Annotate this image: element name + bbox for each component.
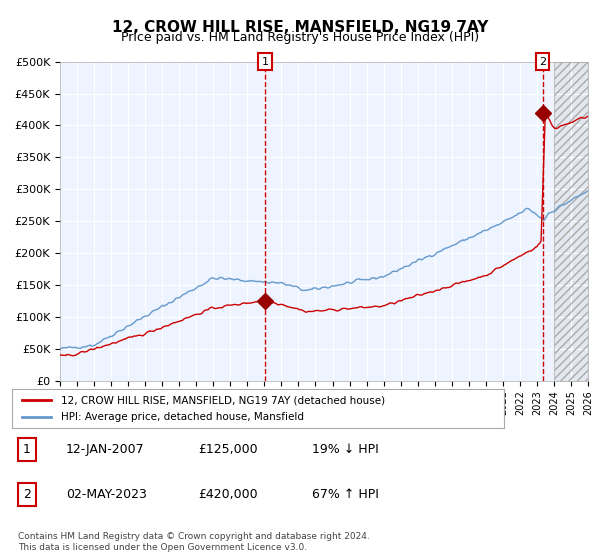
Text: 2: 2 <box>539 57 546 67</box>
Text: £420,000: £420,000 <box>198 488 257 501</box>
Text: 67% ↑ HPI: 67% ↑ HPI <box>312 488 379 501</box>
Text: 02-MAY-2023: 02-MAY-2023 <box>66 488 147 501</box>
Text: Price paid vs. HM Land Registry's House Price Index (HPI): Price paid vs. HM Land Registry's House … <box>121 31 479 44</box>
Text: 2: 2 <box>23 488 31 501</box>
Text: £125,000: £125,000 <box>198 443 257 456</box>
Text: Contains HM Land Registry data © Crown copyright and database right 2024.
This d: Contains HM Land Registry data © Crown c… <box>18 532 370 552</box>
Text: 12, CROW HILL RISE, MANSFIELD, NG19 7AY (detached house): 12, CROW HILL RISE, MANSFIELD, NG19 7AY … <box>61 395 385 405</box>
Text: 19% ↓ HPI: 19% ↓ HPI <box>312 443 379 456</box>
Text: 12-JAN-2007: 12-JAN-2007 <box>66 443 145 456</box>
Text: 1: 1 <box>262 57 269 67</box>
Text: HPI: Average price, detached house, Mansfield: HPI: Average price, detached house, Mans… <box>61 412 304 422</box>
Text: 1: 1 <box>23 443 31 456</box>
Text: 12, CROW HILL RISE, MANSFIELD, NG19 7AY: 12, CROW HILL RISE, MANSFIELD, NG19 7AY <box>112 20 488 35</box>
